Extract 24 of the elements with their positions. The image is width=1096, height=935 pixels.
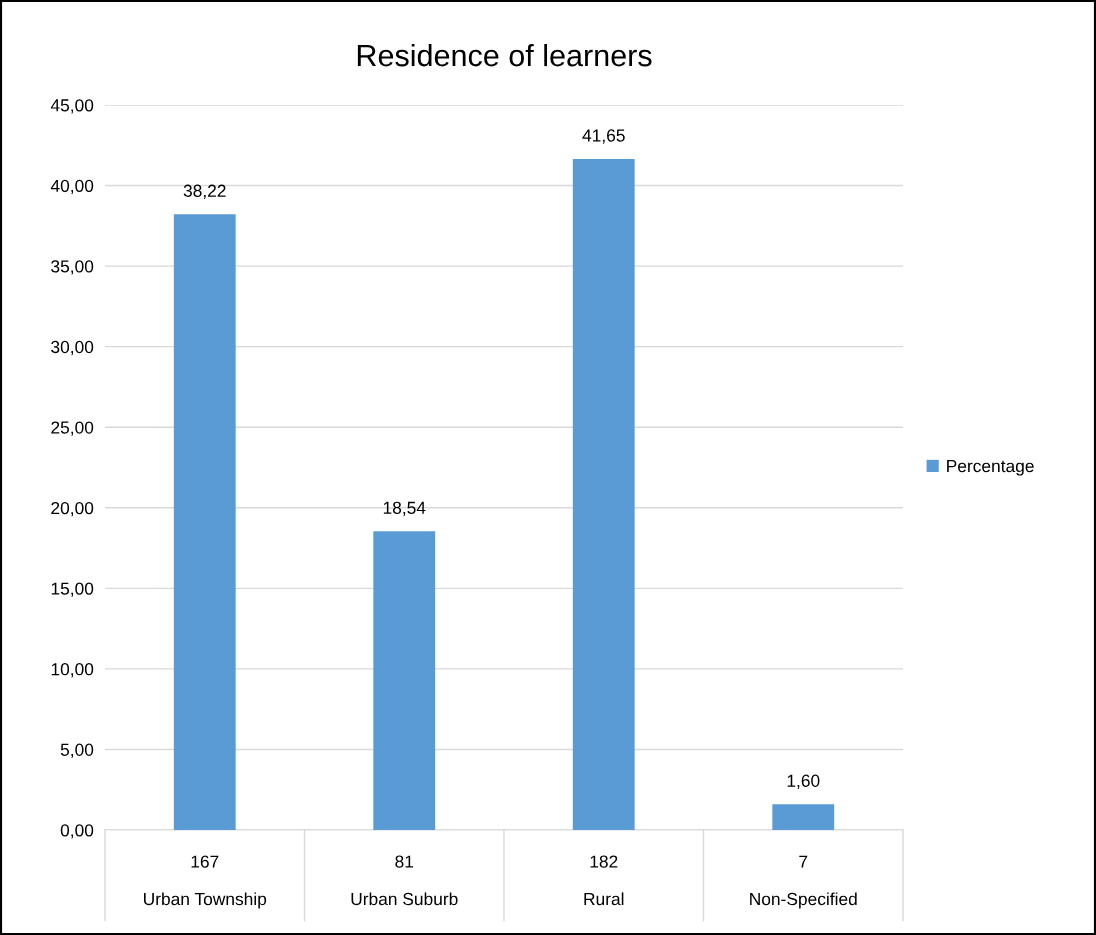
bar bbox=[373, 531, 436, 830]
y-tick-label: 40,00 bbox=[50, 179, 94, 195]
bar bbox=[772, 804, 835, 830]
y-tick-label: 30,00 bbox=[51, 340, 94, 356]
y-tick-label: 5,00 bbox=[60, 743, 94, 758]
bar bbox=[572, 158, 635, 830]
data-label: 41,65 bbox=[582, 129, 625, 144]
y-tick-label: 35,00 bbox=[51, 260, 94, 275]
category-label: 81 Urban Suburb bbox=[351, 855, 458, 906]
data-label: 18,54 bbox=[383, 501, 426, 517]
chart-title: Residence of learners bbox=[357, 43, 652, 67]
y-tick-label: 10,00 bbox=[51, 663, 94, 678]
category-label: 167 Urban Township bbox=[144, 855, 267, 909]
category-label: 182 Rural bbox=[584, 855, 624, 906]
category-label: 7 Non-Specified bbox=[750, 855, 857, 909]
data-label: 1,60 bbox=[787, 774, 820, 789]
y-tick-label: 15,00 bbox=[51, 582, 94, 597]
y-tick-label: 0,00 bbox=[60, 824, 94, 839]
y-tick-label: 20,00 bbox=[51, 501, 94, 517]
y-tick-label: 45,00 bbox=[50, 99, 94, 114]
data-label: 38,22 bbox=[183, 184, 226, 199]
y-tick-label: 25,00 bbox=[51, 421, 94, 436]
legend-label: Percentage bbox=[947, 460, 1034, 476]
bar bbox=[173, 214, 236, 830]
